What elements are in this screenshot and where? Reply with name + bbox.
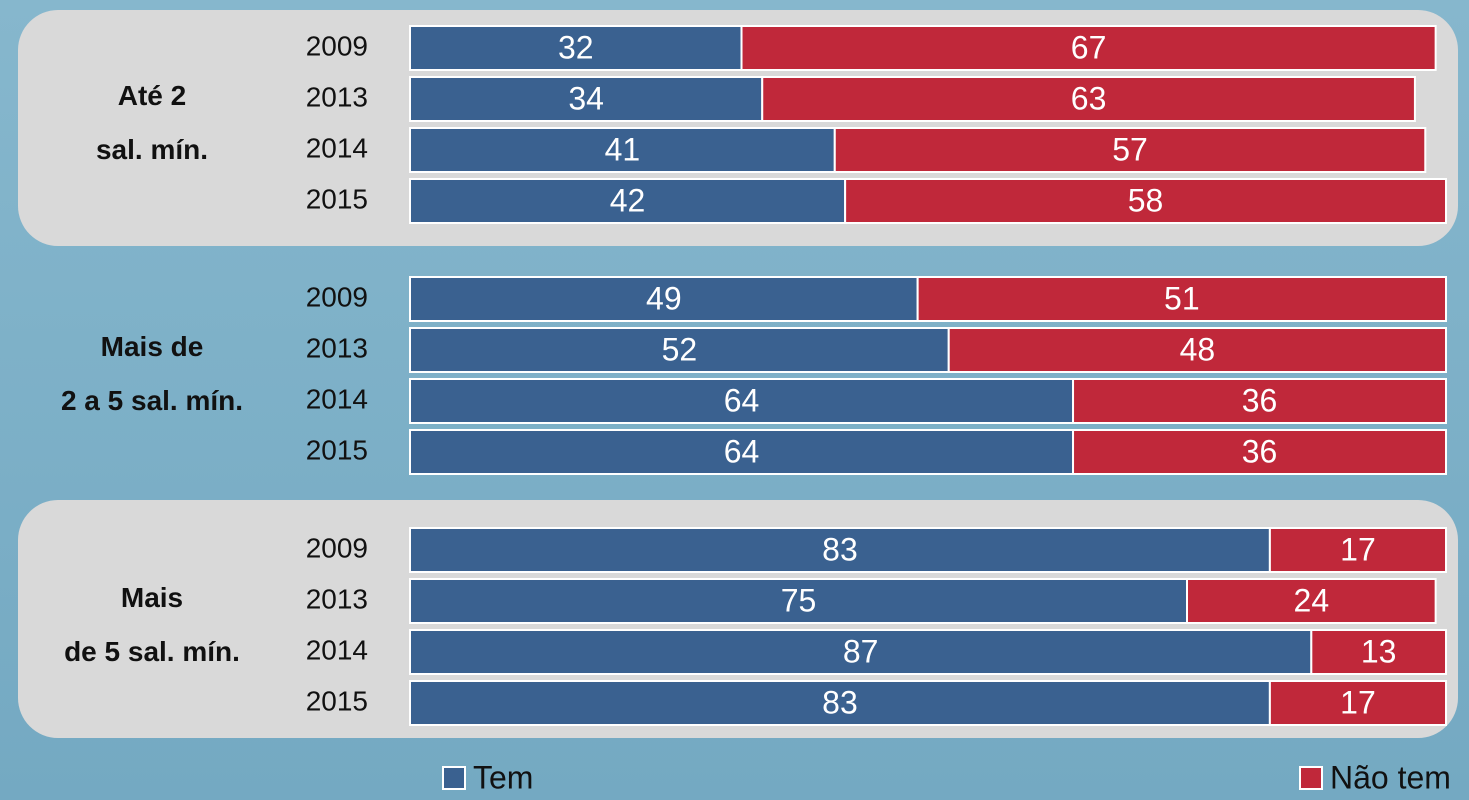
group-label: Até 2 bbox=[118, 80, 186, 111]
data-label: 57 bbox=[1112, 131, 1148, 167]
data-label: 58 bbox=[1128, 182, 1164, 218]
bar-segment bbox=[409, 378, 1075, 424]
y-tick-label: 2013 bbox=[306, 332, 368, 363]
y-tick-label: 2013 bbox=[306, 81, 368, 112]
bar-segment bbox=[409, 629, 1313, 675]
data-label: 32 bbox=[558, 29, 594, 65]
bar-segment bbox=[1072, 429, 1448, 475]
data-label: 36 bbox=[1242, 382, 1278, 418]
data-label: 75 bbox=[781, 582, 817, 618]
bar-segment bbox=[833, 127, 1427, 173]
y-tick-label: 2013 bbox=[306, 583, 368, 614]
legend-swatch bbox=[442, 766, 466, 790]
bar-segment bbox=[947, 327, 1447, 373]
y-tick-label: 2014 bbox=[306, 132, 368, 163]
bar-segment bbox=[409, 76, 764, 122]
bar-segment bbox=[916, 276, 1447, 322]
y-tick-label: 2014 bbox=[306, 383, 368, 414]
group-label: Mais bbox=[121, 582, 183, 613]
bar-segment bbox=[409, 578, 1188, 624]
group-label: sal. mín. bbox=[96, 134, 208, 165]
data-label: 34 bbox=[568, 80, 604, 116]
data-label: 17 bbox=[1340, 684, 1376, 720]
data-label: 51 bbox=[1164, 280, 1200, 316]
bar-segment bbox=[409, 25, 743, 71]
y-tick-label: 2014 bbox=[306, 634, 368, 665]
bar-segment bbox=[1268, 527, 1447, 573]
data-label: 13 bbox=[1361, 633, 1397, 669]
data-label: 64 bbox=[724, 382, 760, 418]
data-label: 24 bbox=[1294, 582, 1330, 618]
bar-segment bbox=[409, 178, 847, 224]
legend-label: Não tem bbox=[1330, 759, 1451, 795]
bar-segment bbox=[740, 25, 1437, 71]
data-label: 87 bbox=[843, 633, 879, 669]
group-label: 2 a 5 sal. mín. bbox=[61, 385, 243, 416]
group-label: Mais de bbox=[101, 331, 204, 362]
bar-segment bbox=[1186, 578, 1437, 624]
bar-segment bbox=[1072, 378, 1448, 424]
y-tick-label: 2009 bbox=[306, 30, 368, 61]
data-label: 83 bbox=[822, 531, 858, 567]
data-label: 64 bbox=[724, 433, 760, 469]
data-label: 36 bbox=[1242, 433, 1278, 469]
bar-segment bbox=[409, 327, 950, 373]
data-label: 48 bbox=[1180, 331, 1216, 367]
bar-segment bbox=[844, 178, 1447, 224]
data-label: 67 bbox=[1071, 29, 1107, 65]
group-label: de 5 sal. mín. bbox=[64, 636, 240, 667]
bar-segment bbox=[409, 680, 1271, 726]
legend-swatch bbox=[1299, 766, 1323, 790]
y-tick-label: 2009 bbox=[306, 281, 368, 312]
y-tick-label: 2015 bbox=[306, 434, 368, 465]
data-label: 41 bbox=[605, 131, 641, 167]
y-tick-label: 2015 bbox=[306, 685, 368, 716]
y-tick-label: 2009 bbox=[306, 532, 368, 563]
bar-segment bbox=[409, 429, 1075, 475]
bar-segment bbox=[409, 127, 836, 173]
data-label: 83 bbox=[822, 684, 858, 720]
y-tick-label: 2015 bbox=[306, 183, 368, 214]
bar-segment bbox=[409, 276, 919, 322]
data-label: 49 bbox=[646, 280, 682, 316]
bar-segment bbox=[1310, 629, 1447, 675]
data-label: 52 bbox=[662, 331, 698, 367]
data-label: 17 bbox=[1340, 531, 1376, 567]
bar-segment bbox=[1268, 680, 1447, 726]
bar-segment bbox=[761, 76, 1416, 122]
legend-label: Tem bbox=[473, 759, 533, 795]
data-label: 42 bbox=[610, 182, 646, 218]
data-label: 63 bbox=[1071, 80, 1107, 116]
